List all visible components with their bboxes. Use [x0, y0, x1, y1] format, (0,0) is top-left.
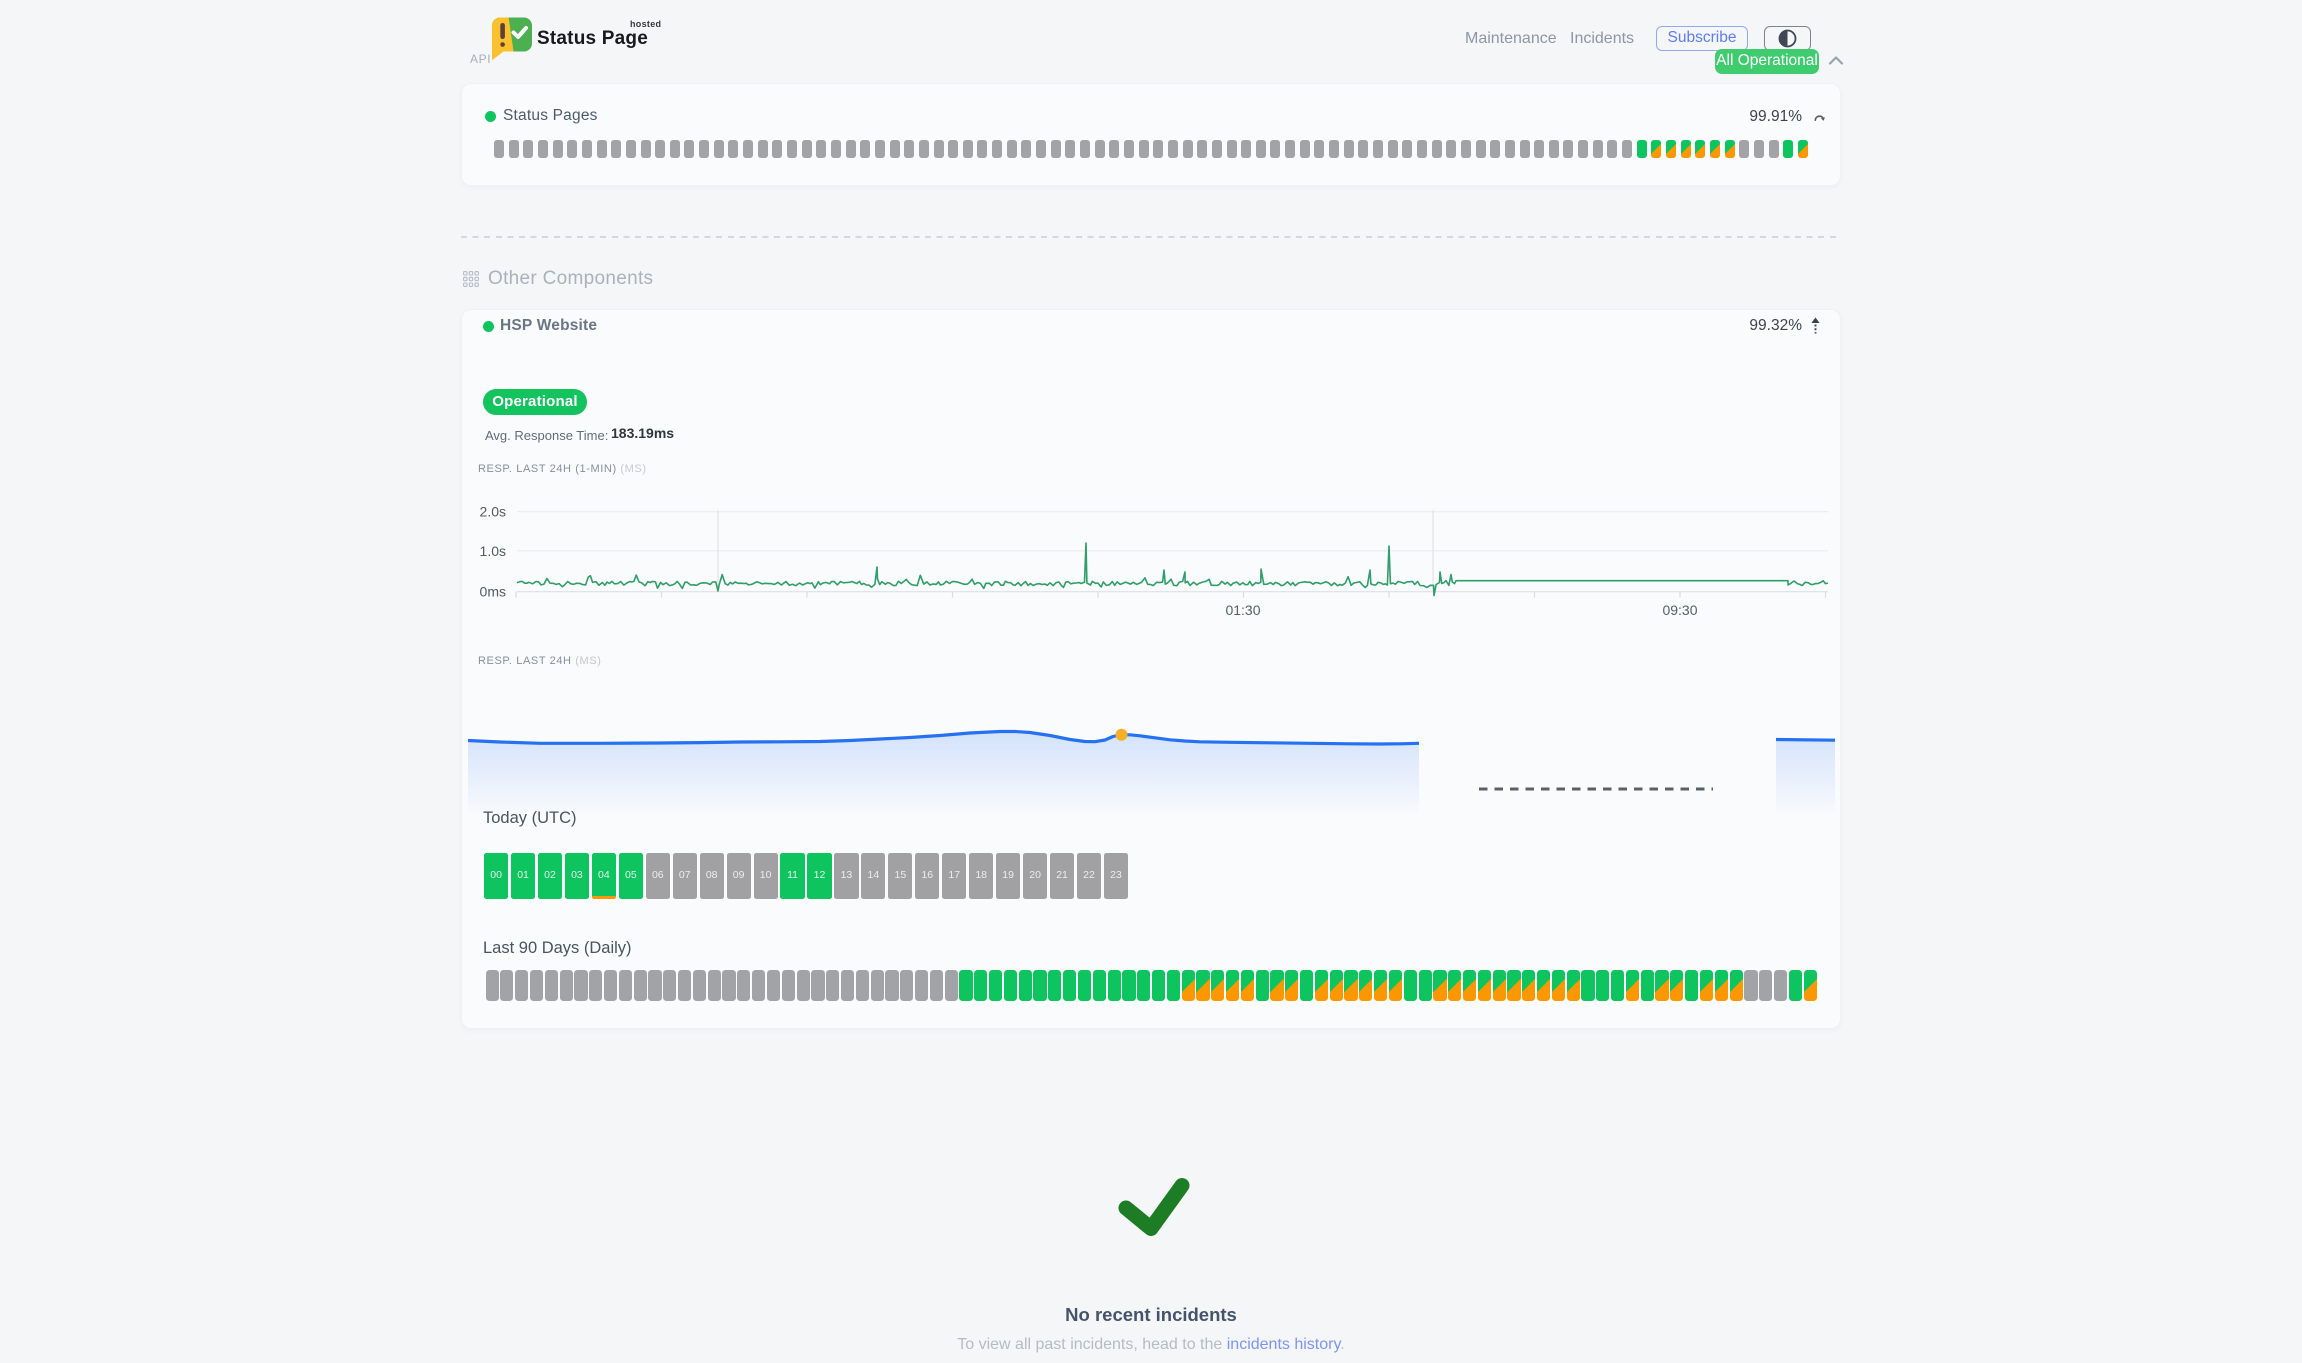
- svg-text:1.0s: 1.0s: [480, 543, 506, 559]
- svg-text:0ms: 0ms: [480, 584, 506, 600]
- svg-text:01:30: 01:30: [1225, 602, 1260, 618]
- svg-text:09:30: 09:30: [1662, 602, 1697, 618]
- svg-text:2.0s: 2.0s: [480, 504, 506, 520]
